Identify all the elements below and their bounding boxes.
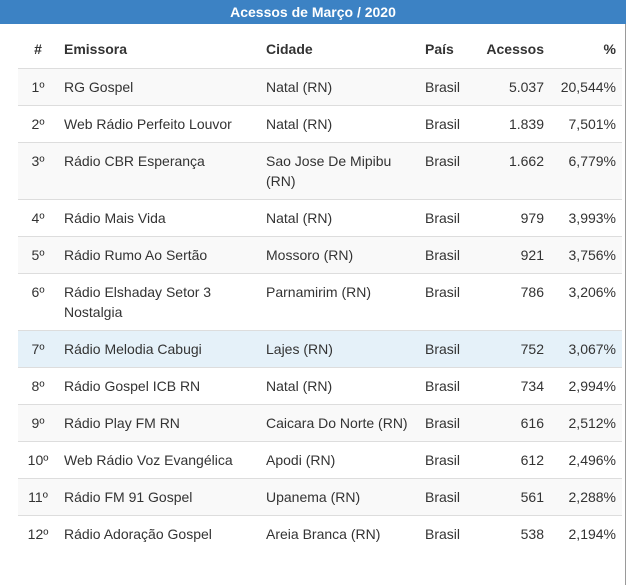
cell-pct: 7,501% bbox=[550, 105, 622, 143]
cell-pct: 3,067% bbox=[550, 330, 622, 368]
table-row: 5º Rádio Rumo Ao Sertão Mossoro (RN) Brasil… bbox=[18, 236, 622, 274]
table-title: Acessos de Março / 2020 bbox=[0, 0, 626, 24]
cell-emissora: Rádio Elshaday Setor 3 Nostalgia bbox=[58, 273, 260, 331]
cell-emissora: Rádio Gospel ICB RN bbox=[58, 367, 260, 405]
cell-cidade: Parnamirim (RN) bbox=[260, 273, 419, 331]
cell-acessos: 979 bbox=[471, 199, 550, 237]
table-row: 12º Rádio Adoração Gospel Areia Branca (RN… bbox=[18, 515, 622, 552]
cell-pais: Brasil bbox=[419, 515, 471, 552]
cell-pais: Brasil bbox=[419, 236, 471, 274]
cell-cidade: Caicara Do Norte (RN) bbox=[260, 404, 419, 442]
cell-emissora: Rádio Rumo Ao Sertão bbox=[58, 236, 260, 274]
cell-emissora: Web Rádio Perfeito Louvor bbox=[58, 105, 260, 143]
cell-pct: 2,288% bbox=[550, 478, 622, 516]
cell-rank: 5º bbox=[18, 236, 58, 274]
cell-acessos: 1.839 bbox=[471, 105, 550, 143]
table-row: 8º Rádio Gospel ICB RN Natal (RN) Brasil 734… bbox=[18, 367, 622, 405]
cell-cidade: Sao Jose De Mipibu (RN) bbox=[260, 142, 419, 200]
col-header-rank: # bbox=[18, 30, 58, 69]
col-header-emissora: Emissora bbox=[58, 30, 260, 69]
cell-cidade: Mossoro (RN) bbox=[260, 236, 419, 274]
col-header-acessos: Acessos bbox=[471, 30, 550, 69]
cell-acessos: 612 bbox=[471, 441, 550, 479]
col-header-pct: % bbox=[550, 30, 622, 69]
cell-rank: 4º bbox=[18, 199, 58, 237]
cell-emissora: Rádio Mais Vida bbox=[58, 199, 260, 237]
cell-cidade: Natal (RN) bbox=[260, 68, 419, 106]
cell-pct: 2,994% bbox=[550, 367, 622, 405]
cell-rank: 6º bbox=[18, 273, 58, 331]
cell-pais: Brasil bbox=[419, 199, 471, 237]
cell-acessos: 1.662 bbox=[471, 142, 550, 200]
cell-rank: 1º bbox=[18, 68, 58, 106]
cell-pct: 3,993% bbox=[550, 199, 622, 237]
table-frame: Acessos de Março / 2020 # Emissora Cidad… bbox=[0, 0, 626, 585]
cell-cidade: Areia Branca (RN) bbox=[260, 515, 419, 552]
cell-emissora: Web Rádio Voz Evangélica bbox=[58, 441, 260, 479]
table-row: 6º Rádio Elshaday Setor 3 Nostalgia Parnam… bbox=[18, 273, 622, 331]
cell-cidade: Apodi (RN) bbox=[260, 441, 419, 479]
cell-emissora: Rádio Adoração Gospel bbox=[58, 515, 260, 552]
cell-cidade: Natal (RN) bbox=[260, 105, 419, 143]
col-header-pais: País bbox=[419, 30, 471, 69]
cell-pais: Brasil bbox=[419, 404, 471, 442]
cell-emissora: Rádio Play FM RN bbox=[58, 404, 260, 442]
cell-cidade: Lajes (RN) bbox=[260, 330, 419, 368]
cell-rank: 2º bbox=[18, 105, 58, 143]
cell-acessos: 5.037 bbox=[471, 68, 550, 106]
cell-pct: 2,512% bbox=[550, 404, 622, 442]
cell-pais: Brasil bbox=[419, 142, 471, 200]
cell-emissora: Rádio FM 91 Gospel bbox=[58, 478, 260, 516]
cell-pct: 3,756% bbox=[550, 236, 622, 274]
cell-acessos: 921 bbox=[471, 236, 550, 274]
cell-acessos: 786 bbox=[471, 273, 550, 331]
table-row: 2º Web Rádio Perfeito Louvor Natal (RN) Bra… bbox=[18, 105, 622, 143]
cell-emissora: Rádio Melodia Cabugi bbox=[58, 330, 260, 368]
cell-pais: Brasil bbox=[419, 273, 471, 331]
cell-rank: 12º bbox=[18, 515, 58, 552]
cell-rank: 11º bbox=[18, 478, 58, 516]
cell-pais: Brasil bbox=[419, 478, 471, 516]
cell-pct: 2,194% bbox=[550, 515, 622, 552]
table-row: 4º Rádio Mais Vida Natal (RN) Brasil 979 3,99… bbox=[18, 199, 622, 237]
cell-acessos: 616 bbox=[471, 404, 550, 442]
cell-pais: Brasil bbox=[419, 330, 471, 368]
cell-acessos: 561 bbox=[471, 478, 550, 516]
cell-emissora: Rádio CBR Esperança bbox=[58, 142, 260, 200]
cell-cidade: Upanema (RN) bbox=[260, 478, 419, 516]
cell-pct: 20,544% bbox=[550, 68, 622, 106]
table-row: 1º RG Gospel Natal (RN) Brasil 5.037 20,544% bbox=[18, 68, 622, 106]
table-row: 7º Rádio Melodia Cabugi Lajes (RN) Brasil 75… bbox=[18, 330, 622, 368]
cell-acessos: 752 bbox=[471, 330, 550, 368]
cell-acessos: 538 bbox=[471, 515, 550, 552]
cell-pct: 3,206% bbox=[550, 273, 622, 331]
cell-rank: 7º bbox=[18, 330, 58, 368]
table-header-row: # Emissora Cidade País Acessos % bbox=[18, 30, 622, 69]
cell-acessos: 734 bbox=[471, 367, 550, 405]
cell-pct: 6,779% bbox=[550, 142, 622, 200]
cell-cidade: Natal (RN) bbox=[260, 367, 419, 405]
ranking-table: # Emissora Cidade País Acessos % 1º RG Go… bbox=[18, 30, 622, 552]
table-row: 10º Web Rádio Voz Evangélica Apodi (RN) Bra… bbox=[18, 441, 622, 479]
col-header-cidade: Cidade bbox=[260, 30, 419, 69]
table-row: 11º Rádio FM 91 Gospel Upanema (RN) Brasil 5… bbox=[18, 478, 622, 516]
cell-rank: 10º bbox=[18, 441, 58, 479]
cell-rank: 3º bbox=[18, 142, 58, 200]
cell-emissora: RG Gospel bbox=[58, 68, 260, 106]
cell-rank: 8º bbox=[18, 367, 58, 405]
cell-cidade: Natal (RN) bbox=[260, 199, 419, 237]
cell-pais: Brasil bbox=[419, 441, 471, 479]
cell-pais: Brasil bbox=[419, 68, 471, 106]
table-row: 3º Rádio CBR Esperança Sao Jose De Mipibu … bbox=[18, 142, 622, 200]
table-row: 9º Rádio Play FM RN Caicara Do Norte (RN) B… bbox=[18, 404, 622, 442]
cell-pct: 2,496% bbox=[550, 441, 622, 479]
cell-rank: 9º bbox=[18, 404, 58, 442]
cell-pais: Brasil bbox=[419, 367, 471, 405]
right-edge bbox=[627, 0, 640, 585]
cell-pais: Brasil bbox=[419, 105, 471, 143]
